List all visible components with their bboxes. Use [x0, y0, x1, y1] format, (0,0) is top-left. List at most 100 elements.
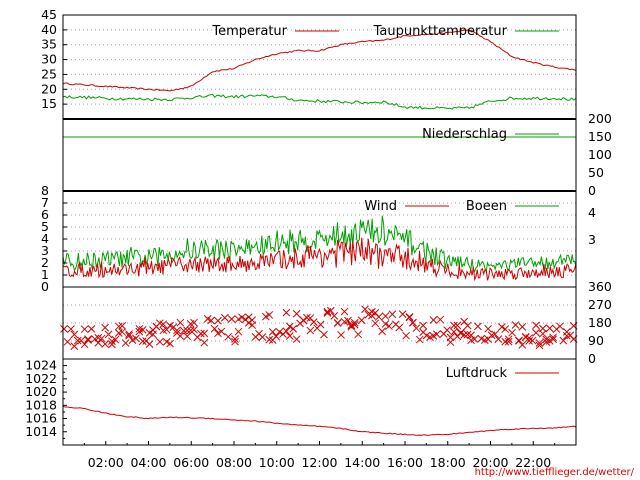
wind-direction-marker: [532, 328, 540, 337]
wind-direction-marker: [214, 316, 222, 325]
wind-direction-marker: [138, 337, 147, 346]
wind-direction-marker: [443, 326, 451, 334]
wind-ytick-label: 7: [41, 195, 49, 210]
wind-direction-marker: [415, 335, 424, 344]
wind-direction-marker: [268, 328, 277, 336]
pressure-ytick-label: 1020: [25, 384, 57, 399]
temp-ytick-label: 25: [41, 66, 57, 81]
frame-layer: [62, 14, 577, 446]
wind-direction-marker: [183, 326, 192, 335]
wind-direction-marker: [125, 331, 133, 340]
wind-direction-marker: [504, 335, 513, 344]
wind-direction-marker: [511, 321, 520, 329]
wind-direction-marker: [60, 325, 68, 333]
x-tick-label: 14:00: [344, 455, 380, 470]
wind-direction-marker: [63, 337, 72, 346]
wind-direction-marker: [200, 329, 209, 338]
legend-label-taupunkt: Taupunkttemperatur: [373, 24, 508, 39]
wind-direction-marker: [350, 318, 359, 327]
wind-direction-marker: [217, 327, 226, 336]
wind-direction-marker: [80, 340, 89, 349]
pressure-ytick-label: 1014: [25, 424, 57, 439]
x-tick-label: 16:00: [387, 455, 423, 470]
wind-direction-marker: [450, 321, 458, 330]
wind-direction-marker: [200, 338, 209, 347]
wind-direction-marker: [374, 313, 383, 321]
wind-direction-marker: [508, 328, 516, 337]
x-tick-label: 20:00: [472, 455, 508, 470]
wind-ytick-label: 2: [41, 255, 49, 270]
wind-direction-marker: [190, 318, 198, 327]
temp-ytick-label: 35: [41, 37, 57, 52]
wind-direction-marker: [405, 312, 414, 321]
x-tick-label: 12:00: [301, 455, 337, 470]
wind-direction-marker: [84, 336, 92, 344]
wind-direction-marker: [323, 309, 332, 317]
wind-direction-marker: [456, 328, 465, 337]
wind-direction-marker: [501, 337, 510, 346]
wind-ytick-label: 0: [41, 279, 49, 294]
temp-ytick-label: 15: [41, 96, 57, 111]
wind-direction-marker: [121, 339, 130, 347]
wind-direction-marker: [484, 324, 493, 333]
wind-direction-marker: [494, 335, 503, 343]
wind-direction-marker: [210, 324, 219, 333]
wind-direction-marker: [344, 316, 352, 325]
wind-direction-marker: [125, 330, 133, 338]
wind-direction-marker: [190, 325, 198, 334]
x-tick-label: 10:00: [259, 455, 295, 470]
wind-direction-marker: [231, 335, 239, 343]
precip-ytick-label: 200: [588, 111, 612, 126]
wind-direction-marker: [159, 320, 168, 329]
wind-direction-marker: [518, 323, 527, 331]
wind-direction-marker: [183, 332, 192, 341]
wind-direction-marker: [111, 335, 120, 344]
wind-direction-marker: [80, 325, 89, 334]
wind-direction-marker: [292, 309, 301, 318]
wind-direction-marker: [248, 321, 257, 329]
pressure-ytick-label: 1016: [25, 411, 57, 426]
wind-direction-marker: [292, 335, 301, 344]
wind-direction-marker: [446, 333, 455, 342]
wind-direction-marker: [220, 313, 229, 322]
wind-direction-marker: [97, 334, 106, 343]
wind-direction-marker: [173, 326, 181, 335]
wind-direction-marker: [118, 321, 127, 330]
wind-direction-marker: [285, 322, 294, 331]
wind-direction-marker: [491, 330, 499, 339]
wind-direction-marker: [515, 336, 523, 345]
wind-direction-marker: [347, 321, 356, 330]
wind-direction-marker: [309, 318, 318, 327]
dir-ytick-label: 90: [588, 333, 604, 348]
x-tick-label: 06:00: [173, 455, 209, 470]
wind-direction-marker: [470, 335, 479, 343]
wind-direction-marker: [70, 330, 79, 339]
wind-direction-marker: [73, 336, 82, 345]
wind-direction-marker: [306, 326, 315, 335]
wind-direction-marker: [436, 315, 445, 324]
wind-direction-marker: [518, 340, 527, 349]
wind-direction-marker: [145, 340, 154, 348]
wind-direction-marker: [545, 324, 554, 333]
wind-direction-marker: [453, 321, 462, 330]
temp-ytick-label: 40: [41, 22, 57, 37]
wind-direction-marker: [429, 316, 438, 324]
wind-direction-marker: [108, 340, 116, 349]
wind-direction-marker: [450, 328, 458, 336]
source-url: http://www.tiefflieger.de/wetter/: [475, 467, 635, 478]
wind-direction-marker: [282, 327, 291, 336]
dir-ytick-label: 0: [588, 351, 596, 366]
wind-ytick-label: 4: [41, 231, 49, 246]
dir-ytick-label: 360: [588, 279, 612, 294]
dewpoint-line: [62, 93, 577, 110]
wind-direction-marker: [179, 326, 188, 335]
wind-ytick-label: 6: [41, 207, 49, 222]
pressure-ytick-label: 1024: [25, 358, 57, 373]
temp-ytick-label: 30: [41, 52, 57, 67]
wind-direction-marker: [357, 316, 366, 325]
wind-direction-marker: [101, 340, 109, 348]
wind-line: [62, 237, 577, 282]
wind-ytick-label: 5: [41, 219, 49, 234]
wind-direction-marker: [330, 311, 339, 320]
